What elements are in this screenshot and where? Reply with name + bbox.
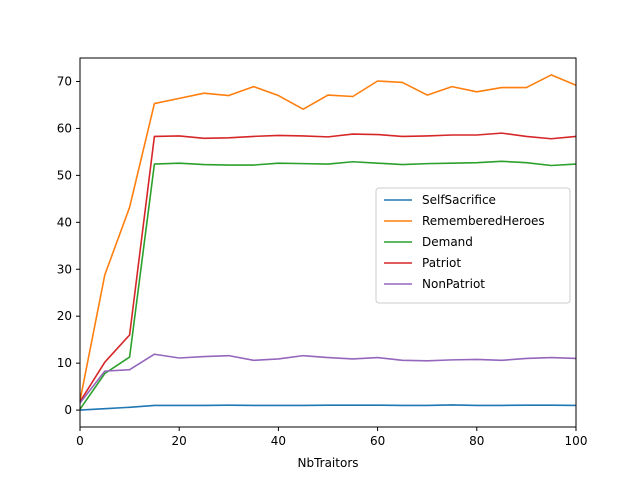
series-layer [79, 74, 577, 411]
legend-label: RememberedHeroes [422, 214, 545, 228]
series-line-patriot [79, 132, 577, 403]
legend-label: NonPatriot [422, 277, 485, 291]
series-line-rememberedheroes [79, 74, 577, 401]
legend-label: SelfSacrifice [422, 193, 496, 207]
legend: SelfSacrifice RememberedHeroes Demand Patri… [375, 187, 571, 304]
y-tick-label: 50 [57, 168, 72, 182]
x-tick-label: 80 [469, 434, 484, 448]
y-tick-label: 20 [57, 309, 72, 323]
axes-frame [79, 57, 577, 428]
series-line-demand [79, 160, 577, 410]
y-tick-label: 60 [57, 121, 72, 135]
legend-label: Patriot [422, 256, 461, 270]
x-tick-label: 0 [76, 434, 84, 448]
legend-box [375, 187, 571, 304]
x-tick-label: 20 [172, 434, 187, 448]
y-axis: 0 10 20 30 40 50 60 70 [57, 74, 80, 417]
x-axis-label: NbTraitors [297, 456, 358, 470]
series-line-nonpatriot [79, 353, 577, 404]
y-tick-label: 40 [57, 215, 72, 229]
y-tick-label: 30 [57, 262, 72, 276]
y-tick-label: 10 [57, 356, 72, 370]
series-line-selfsacrifice [79, 404, 577, 411]
x-tick-label: 40 [271, 434, 286, 448]
x-tick-label: 60 [370, 434, 385, 448]
x-axis: 0 20 40 60 80 100 [76, 427, 587, 448]
x-tick-label: 100 [565, 434, 588, 448]
legend-label: Demand [422, 235, 473, 249]
y-tick-label: 70 [57, 74, 72, 88]
y-tick-label: 0 [64, 403, 72, 417]
